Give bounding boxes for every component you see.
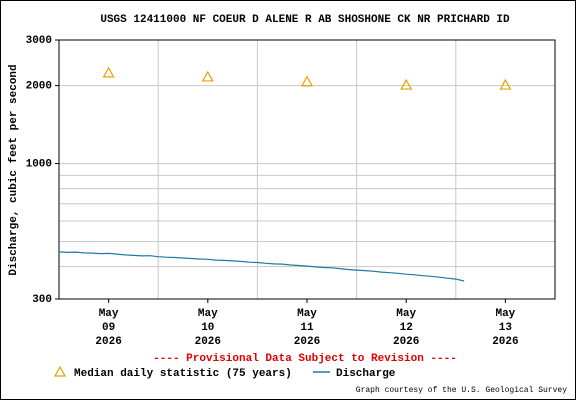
- y-tick-label: 3000: [26, 35, 52, 47]
- provisional-note: ---- Provisional Data Subject to Revisio…: [153, 353, 457, 365]
- x-tick-label: 2026: [95, 336, 121, 348]
- x-tick-label: May: [297, 308, 317, 320]
- legend-label: Median daily statistic (75 years): [74, 368, 292, 380]
- chart-title: USGS 12411000 NF COEUR D ALENE R AB SHOS…: [100, 14, 510, 26]
- x-tick-label: 11: [300, 322, 314, 334]
- x-tick-label: May: [99, 308, 119, 320]
- credit: Graph courtesy of the U.S. Geological Su…: [356, 386, 567, 395]
- x-tick-label: 2026: [492, 336, 518, 348]
- median-marker: [102, 66, 115, 78]
- x-tick-label: 13: [499, 322, 513, 334]
- x-tick-label: 10: [201, 322, 214, 334]
- x-tick-label: 2026: [195, 336, 221, 348]
- median-marker: [400, 78, 413, 90]
- legend-marker: [53, 365, 67, 377]
- x-tick-label: 2026: [294, 336, 320, 348]
- plot-frame: [58, 39, 556, 300]
- y-tick-label: 300: [32, 294, 52, 306]
- x-tick-label: May: [198, 308, 218, 320]
- y-tick-label: 1000: [26, 158, 52, 170]
- x-tick-label: 12: [400, 322, 413, 334]
- x-tick-label: May: [495, 308, 515, 320]
- y-tick-label: 2000: [26, 81, 52, 93]
- legend-label: Discharge: [336, 368, 396, 380]
- x-tick-label: 2026: [393, 336, 419, 348]
- median-marker: [201, 70, 214, 82]
- median-marker: [300, 75, 314, 87]
- median-marker: [499, 78, 512, 90]
- x-tick-label: 09: [102, 322, 115, 334]
- discharge-line: [58, 251, 465, 282]
- y-axis-label: Discharge, cubic feet per second: [8, 64, 20, 275]
- x-tick-label: May: [396, 308, 416, 320]
